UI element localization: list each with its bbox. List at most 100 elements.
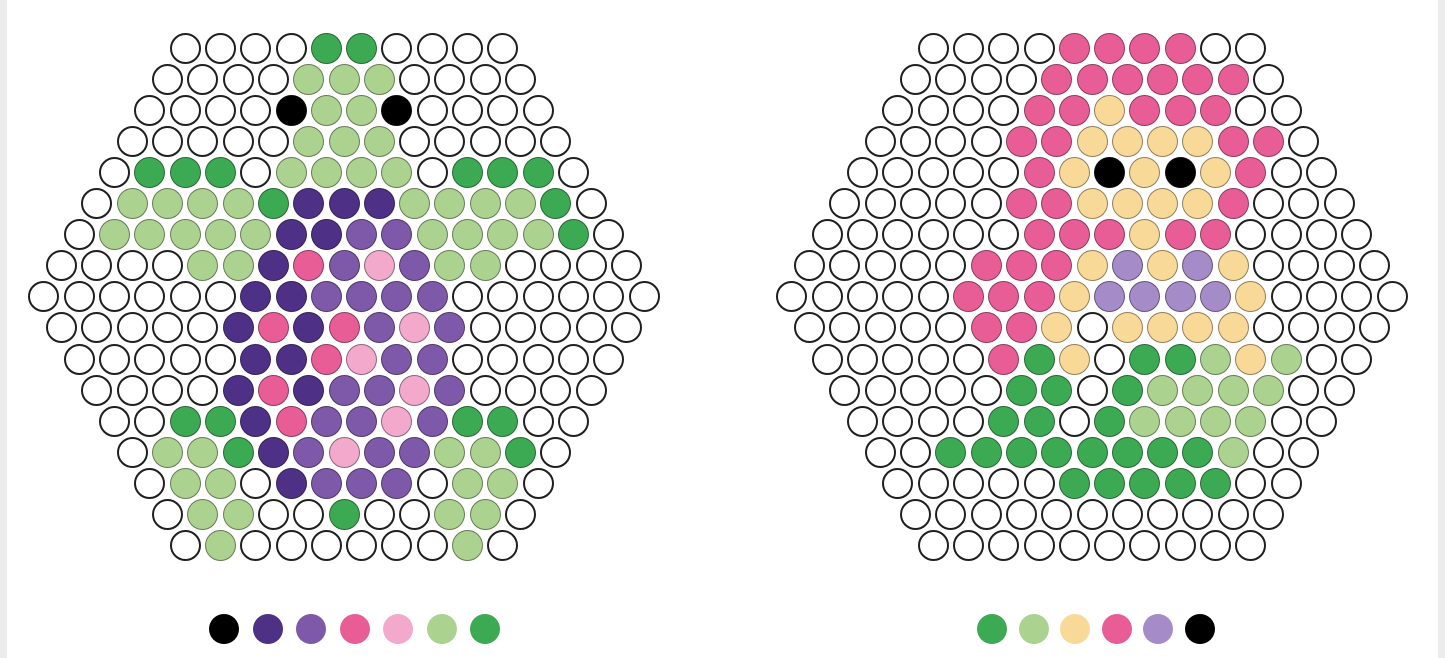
empty-peg	[222, 63, 254, 95]
empty-peg	[1270, 467, 1302, 499]
bead-y	[1094, 94, 1126, 126]
bead-pk	[1217, 63, 1249, 95]
legend-dot-lg	[426, 614, 457, 644]
empty-peg	[381, 32, 413, 64]
empty-peg	[134, 281, 166, 313]
empty-peg	[952, 530, 984, 562]
bead-mp	[416, 405, 448, 437]
empty-peg	[1200, 530, 1232, 562]
bead-mp	[434, 312, 466, 344]
empty-peg	[116, 312, 148, 344]
legend-dot-lg	[1018, 614, 1049, 644]
bead-pk	[1076, 63, 1108, 95]
empty-peg	[81, 374, 113, 406]
empty-peg	[628, 281, 660, 313]
bead-lg	[1129, 405, 1161, 437]
empty-peg	[152, 374, 183, 406]
empty-peg	[1076, 312, 1108, 344]
bead-y	[1076, 188, 1108, 219]
empty-peg	[1147, 499, 1179, 530]
bead-y	[1235, 343, 1267, 375]
bead-y	[1076, 125, 1108, 157]
empty-peg	[557, 343, 589, 375]
empty-peg	[99, 405, 131, 437]
empty-peg	[1023, 467, 1055, 499]
empty-peg	[935, 374, 967, 406]
empty-peg	[575, 188, 607, 219]
empty-peg	[575, 312, 607, 344]
empty-peg	[204, 281, 236, 313]
empty-peg	[988, 156, 1020, 188]
empty-peg	[187, 312, 219, 344]
bead-mp	[328, 250, 360, 282]
bead-y	[1041, 312, 1073, 344]
empty-peg	[900, 188, 931, 219]
bead-mp	[381, 281, 413, 313]
legend-dot-v	[1143, 614, 1173, 644]
bead-k	[1094, 156, 1126, 188]
empty-peg	[169, 343, 201, 375]
empty-peg	[952, 405, 984, 437]
empty-peg	[900, 250, 931, 282]
empty-peg	[1358, 250, 1390, 282]
bead-g	[1005, 374, 1037, 406]
legend-dot-k	[209, 614, 239, 644]
empty-peg	[63, 343, 95, 375]
bead-pk	[1129, 94, 1161, 126]
empty-peg	[988, 530, 1020, 562]
page-edge-right	[1438, 0, 1445, 658]
empty-peg	[399, 499, 431, 530]
empty-peg	[152, 499, 183, 530]
empty-peg	[169, 32, 201, 64]
bead-pk	[1041, 250, 1073, 282]
legend-dot-mp	[296, 614, 326, 644]
bead-lg	[275, 156, 307, 188]
bead-lg	[469, 188, 501, 219]
bead-v	[1164, 281, 1196, 313]
bead-lg	[487, 467, 519, 499]
empty-peg	[1023, 530, 1055, 562]
bead-pk	[293, 250, 325, 282]
bead-dp	[293, 188, 325, 219]
empty-peg	[1076, 374, 1108, 406]
empty-peg	[204, 94, 236, 126]
bead-lp	[346, 343, 378, 375]
empty-peg	[399, 125, 431, 157]
empty-peg	[917, 405, 949, 437]
bead-dp	[328, 188, 360, 219]
bead-dp	[275, 281, 307, 313]
empty-peg	[363, 499, 395, 530]
empty-peg	[116, 436, 148, 468]
bead-lg	[469, 499, 501, 530]
empty-peg	[346, 530, 378, 562]
empty-peg	[829, 312, 861, 344]
bead-g	[452, 405, 484, 437]
bead-lg	[169, 219, 201, 251]
bead-g	[134, 156, 166, 188]
bead-lg	[416, 219, 448, 251]
empty-peg	[900, 436, 931, 468]
empty-peg	[847, 343, 879, 375]
empty-peg	[134, 405, 166, 437]
empty-peg	[522, 281, 554, 313]
empty-peg	[28, 281, 60, 313]
empty-peg	[952, 467, 984, 499]
empty-peg	[257, 499, 289, 530]
bead-lg	[204, 467, 236, 499]
empty-peg	[1341, 343, 1373, 375]
legend-dot-k	[1184, 614, 1215, 644]
empty-peg	[900, 499, 931, 530]
bead-lp	[399, 374, 431, 406]
bead-y	[1129, 219, 1161, 251]
empty-peg	[240, 156, 272, 188]
bead-g	[1005, 436, 1037, 468]
empty-peg	[99, 156, 131, 188]
bead-y	[1111, 188, 1143, 219]
bead-pk	[1005, 188, 1037, 219]
bead-dp	[257, 250, 289, 282]
empty-peg	[864, 250, 896, 282]
bead-g	[988, 405, 1020, 437]
bead-y	[1182, 188, 1214, 219]
empty-peg	[1129, 530, 1161, 562]
bead-pk	[1094, 219, 1126, 251]
